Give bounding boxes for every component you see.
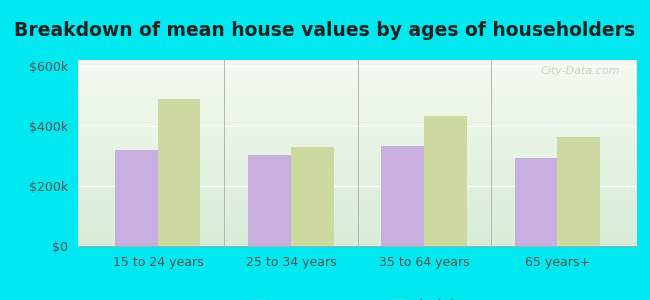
Text: Breakdown of mean house values by ages of householders: Breakdown of mean house values by ages o… [14,21,636,40]
Bar [248,154,291,246]
Bar [158,99,200,246]
Bar [515,158,557,246]
Text: City-Data.com: City-Data.com [541,66,620,76]
Bar [291,147,333,246]
Bar [382,146,424,246]
Bar [424,116,467,246]
Bar [557,136,600,246]
Bar [115,150,158,246]
Legend: Warren County, Virginia: Warren County, Virginia [246,294,469,300]
